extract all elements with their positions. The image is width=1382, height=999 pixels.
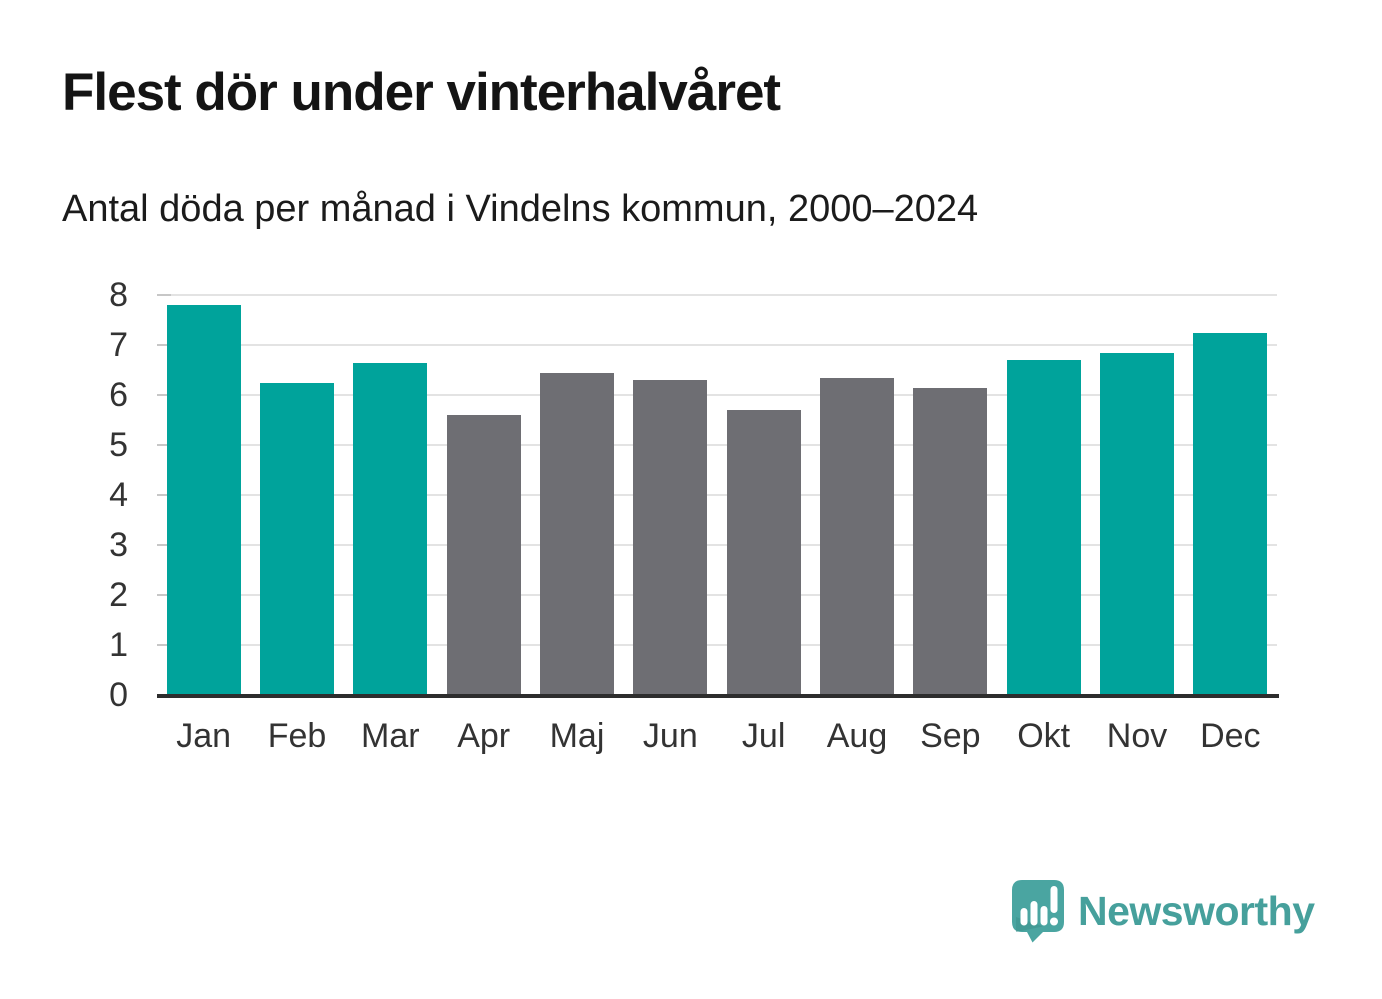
brand-wordmark: Newsworthy [1078, 888, 1315, 934]
gridline-y4 [157, 494, 1277, 496]
y-axis-label-6: 6 [109, 376, 128, 414]
y-tick-mark [157, 644, 171, 646]
x-axis-label-aug: Aug [826, 717, 888, 755]
bar-jul [726, 410, 801, 695]
chart-title: Flest dör under vinterhalvåret [62, 63, 781, 122]
y-tick-mark [157, 294, 171, 296]
gridline-y3 [157, 544, 1277, 546]
bar-sep [913, 387, 988, 695]
bar-aug [820, 377, 894, 695]
x-axis-label-mar: Mar [361, 717, 420, 755]
y-axis-label-8: 8 [109, 276, 128, 314]
bar-apr [446, 415, 521, 695]
y-axis-label-1: 1 [109, 626, 128, 664]
x-axis-label-maj: Maj [549, 717, 605, 755]
newsworthy-logo: Newsworthy [1012, 880, 1315, 943]
bar-dec [1193, 332, 1268, 695]
x-axis-label-dec: Dec [1200, 717, 1261, 755]
y-tick-mark [157, 494, 171, 496]
bar-mar [353, 362, 428, 695]
y-tick-mark [157, 594, 171, 596]
x-axis-label-feb: Feb [267, 717, 327, 755]
y-tick-mark [157, 544, 171, 546]
y-tick-mark [157, 344, 171, 346]
bar-jan [166, 305, 241, 695]
gridline-y5 [157, 444, 1277, 446]
x-axis-label-okt: Okt [1017, 717, 1071, 755]
bar-feb [260, 382, 334, 695]
gridline-y8 [157, 294, 1277, 296]
speech-bubble-bar-chart-icon [1012, 880, 1064, 943]
bar-maj [540, 372, 614, 695]
x-axis-label-apr: Apr [457, 717, 511, 755]
gridline-y1 [157, 644, 1277, 646]
y-axis-label-3: 3 [109, 526, 128, 564]
y-tick-mark [157, 394, 171, 396]
x-axis-label-jun: Jun [642, 717, 698, 755]
y-tick-mark [157, 444, 171, 446]
x-axis-label-sep: Sep [920, 717, 981, 755]
y-axis-label-0: 0 [109, 676, 128, 714]
gridline-y7 [157, 344, 1277, 346]
bar-okt [1006, 360, 1081, 695]
x-axis-label-jul: Jul [741, 717, 786, 755]
chart-subtitle: Antal döda per månad i Vindelns kommun, … [62, 188, 979, 230]
y-axis-label-5: 5 [109, 426, 128, 464]
x-axis-labels: Jan Feb Mar Apr Maj Jun Jul Aug Sep Okt Nov Dec [157, 717, 1277, 767]
x-axis-label-jan: Jan [176, 717, 232, 755]
y-axis-label-4: 4 [109, 476, 128, 514]
bar-chart-plot-area [157, 294, 1277, 695]
bar-nov [1100, 352, 1174, 695]
x-axis-line [157, 694, 1279, 698]
x-axis-label-nov: Nov [1106, 717, 1168, 755]
gridline-y2 [157, 594, 1277, 596]
y-axis-label-7: 7 [109, 326, 128, 364]
y-axis-labels: 0 1 2 3 4 5 6 7 8 [0, 276, 128, 715]
gridline-y6 [157, 394, 1277, 396]
bar-jun [633, 380, 708, 695]
y-axis-label-2: 2 [109, 576, 128, 614]
